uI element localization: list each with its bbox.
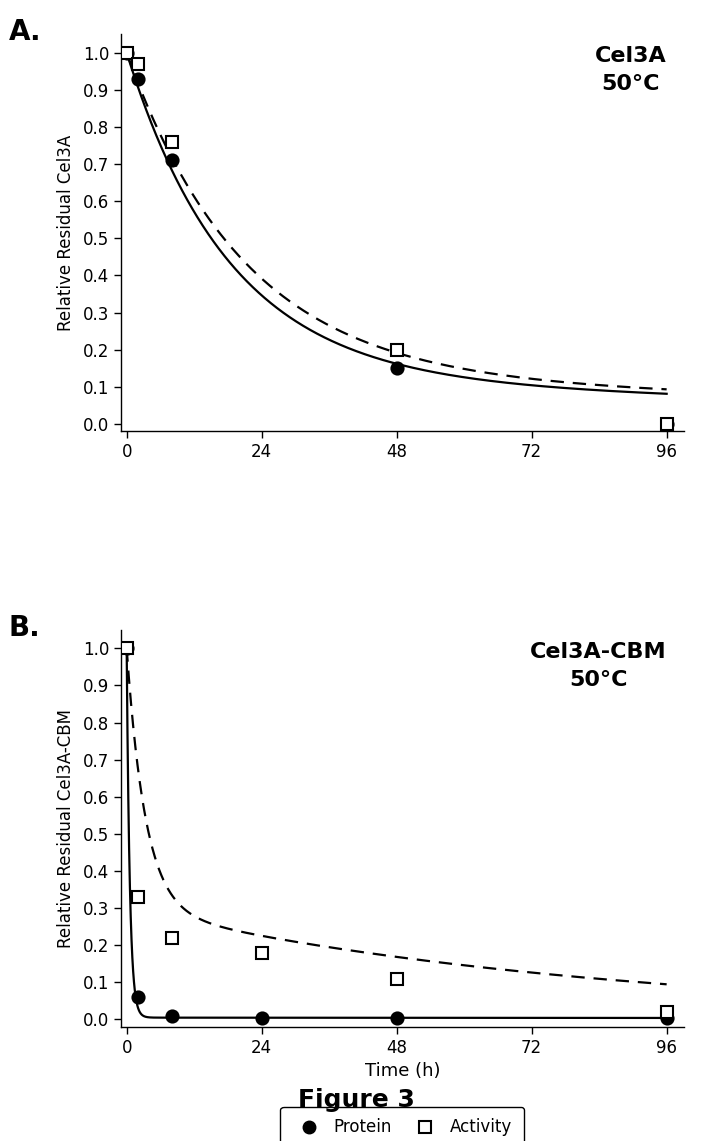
Text: Cel3A
50°C: Cel3A 50°C [595, 46, 666, 95]
Text: Figure 3: Figure 3 [298, 1089, 414, 1112]
Text: A.: A. [9, 18, 41, 47]
X-axis label: Time (h): Time (h) [365, 1062, 440, 1081]
Text: B.: B. [9, 614, 41, 642]
Legend: Protein, Activity: Protein, Activity [281, 1107, 524, 1141]
Text: Cel3A-CBM
50°C: Cel3A-CBM 50°C [530, 641, 666, 690]
Y-axis label: Relative Residual Cel3A-CBM: Relative Residual Cel3A-CBM [56, 709, 75, 948]
Y-axis label: Relative Residual Cel3A: Relative Residual Cel3A [56, 135, 75, 331]
